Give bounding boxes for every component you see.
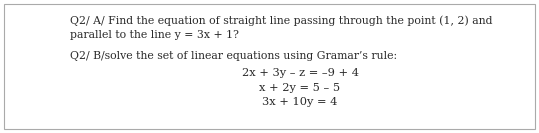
- Text: Q2/ B/solve the set of linear equations using Gramar’s rule:: Q2/ B/solve the set of linear equations …: [70, 51, 397, 61]
- FancyBboxPatch shape: [4, 4, 535, 129]
- Text: x + 2y = 5 – 5: x + 2y = 5 – 5: [259, 83, 341, 93]
- Text: 3x + 10y = 4: 3x + 10y = 4: [262, 97, 338, 107]
- Text: parallel to the line y = 3x + 1?: parallel to the line y = 3x + 1?: [70, 30, 239, 40]
- Text: Q2/ A/ Find the equation of straight line passing through the point (1, 2) and: Q2/ A/ Find the equation of straight lin…: [70, 15, 493, 26]
- Text: 2x + 3y – z = –9 + 4: 2x + 3y – z = –9 + 4: [241, 68, 358, 78]
